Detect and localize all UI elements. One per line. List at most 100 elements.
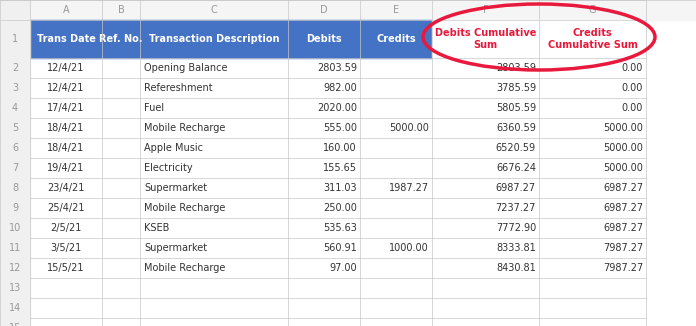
Text: 4: 4 [12, 103, 18, 113]
Bar [360, 98, 432, 118]
Bar [539, 218, 646, 238]
Bar [360, 158, 432, 178]
Text: C: C [211, 5, 217, 15]
Bar [288, 98, 360, 118]
Bar [288, 298, 360, 318]
Bar [0, 318, 30, 326]
Bar [360, 258, 432, 278]
Text: Debits Cumulative
Sum: Debits Cumulative Sum [435, 28, 536, 50]
Text: 5: 5 [12, 123, 18, 133]
Bar [432, 218, 539, 238]
Text: 5805.59: 5805.59 [496, 103, 536, 113]
Bar [30, 58, 102, 78]
Text: 7: 7 [12, 163, 18, 173]
Bar [432, 178, 539, 198]
Text: KSEB: KSEB [144, 223, 169, 233]
Text: 10: 10 [9, 223, 21, 233]
Bar [539, 58, 646, 78]
Bar [288, 158, 360, 178]
Text: 2020.00: 2020.00 [317, 103, 357, 113]
Bar [0, 238, 30, 258]
Bar [140, 138, 288, 158]
Text: Fuel: Fuel [144, 103, 164, 113]
Bar [30, 118, 102, 138]
Bar [288, 278, 360, 298]
Text: Mobile Recharge: Mobile Recharge [144, 123, 226, 133]
Bar [140, 178, 288, 198]
Bar [360, 298, 432, 318]
Text: 7987.27: 7987.27 [603, 243, 643, 253]
Text: 18/4/21: 18/4/21 [47, 123, 85, 133]
Text: 0.00: 0.00 [622, 63, 643, 73]
Text: 1987.27: 1987.27 [389, 183, 429, 193]
Bar [360, 278, 432, 298]
Text: 311.03: 311.03 [324, 183, 357, 193]
Bar [432, 258, 539, 278]
Text: 8430.81: 8430.81 [496, 263, 536, 273]
Bar [0, 0, 696, 20]
Bar [30, 218, 102, 238]
Bar [30, 278, 102, 298]
Text: 6360.59: 6360.59 [496, 123, 536, 133]
Text: Credits: Credits [376, 34, 416, 44]
Text: 160.00: 160.00 [324, 143, 357, 153]
Bar [539, 298, 646, 318]
Text: 7772.90: 7772.90 [496, 223, 536, 233]
Text: Electricity: Electricity [144, 163, 193, 173]
Text: Ref. No.: Ref. No. [100, 34, 143, 44]
Text: 18/4/21: 18/4/21 [47, 143, 85, 153]
Text: 3785.59: 3785.59 [496, 83, 536, 93]
Bar [102, 318, 140, 326]
Text: 3: 3 [12, 83, 18, 93]
Bar [30, 318, 102, 326]
Text: 9: 9 [12, 203, 18, 213]
Text: 7237.27: 7237.27 [496, 203, 536, 213]
Text: 12/4/21: 12/4/21 [47, 63, 85, 73]
Bar [539, 258, 646, 278]
Bar [288, 20, 360, 58]
Bar [140, 298, 288, 318]
Bar [140, 58, 288, 78]
Text: 0.00: 0.00 [622, 103, 643, 113]
Bar [539, 198, 646, 218]
Text: B: B [118, 5, 125, 15]
Text: Opening Balance: Opening Balance [144, 63, 228, 73]
Text: Debits: Debits [306, 34, 342, 44]
Bar [0, 98, 30, 118]
Bar [0, 78, 30, 98]
Bar [0, 158, 30, 178]
Text: 982.00: 982.00 [323, 83, 357, 93]
Text: 5000.00: 5000.00 [389, 123, 429, 133]
Bar [539, 318, 646, 326]
Bar [0, 158, 30, 178]
Bar [0, 98, 30, 118]
Text: G: G [589, 5, 596, 15]
Bar [140, 258, 288, 278]
Bar [102, 98, 140, 118]
Text: 6987.27: 6987.27 [603, 183, 643, 193]
Bar [539, 238, 646, 258]
Text: 535.63: 535.63 [323, 223, 357, 233]
Bar [140, 278, 288, 298]
Bar [102, 178, 140, 198]
Text: 1: 1 [12, 34, 18, 44]
Bar [102, 298, 140, 318]
Bar [288, 258, 360, 278]
Bar [30, 198, 102, 218]
Bar [432, 58, 539, 78]
Bar [30, 178, 102, 198]
Text: 560.91: 560.91 [323, 243, 357, 253]
Bar [288, 238, 360, 258]
Text: 0.00: 0.00 [622, 83, 643, 93]
Text: 5000.00: 5000.00 [603, 123, 643, 133]
Bar [30, 258, 102, 278]
Bar [432, 158, 539, 178]
Text: Refereshment: Refereshment [144, 83, 212, 93]
Bar [0, 0, 30, 20]
Bar [30, 98, 102, 118]
Bar [30, 138, 102, 158]
Bar [288, 138, 360, 158]
Text: 13: 13 [9, 283, 21, 293]
Bar [432, 20, 539, 58]
Text: Mobile Recharge: Mobile Recharge [144, 263, 226, 273]
